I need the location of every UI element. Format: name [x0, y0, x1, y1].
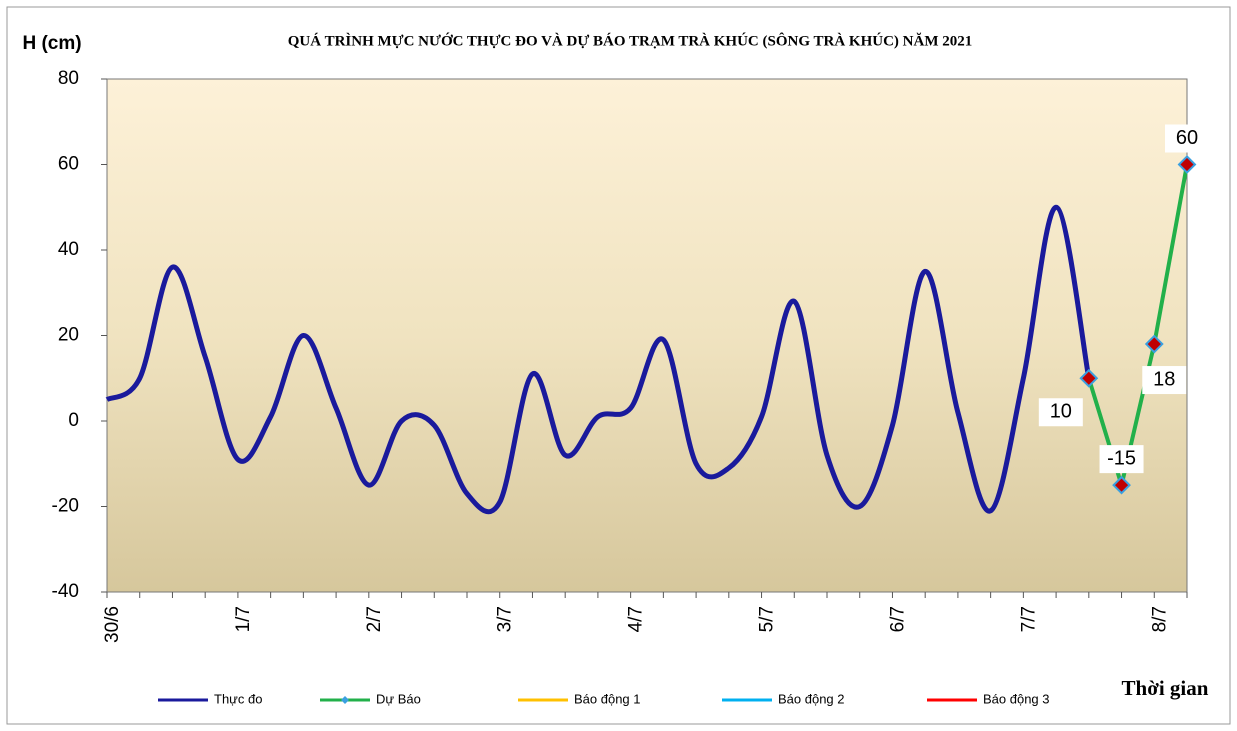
x-tick-label: 7/7: [1018, 606, 1039, 632]
x-tick-label: 5/7: [757, 606, 778, 632]
series-line: [1086, 164, 1189, 488]
x-tick-label: 1/7: [233, 606, 254, 632]
x-tick-label: 30/6: [102, 606, 123, 643]
marker: [1079, 368, 1099, 388]
series-line: [105, 204, 1092, 515]
y-tick-label: 40: [58, 239, 79, 260]
y-tick-label: -20: [52, 496, 79, 517]
data-label: 18: [1153, 368, 1175, 390]
plot-area: [106, 78, 1188, 593]
x-tick-label: 6/7: [887, 606, 908, 632]
y-tick-label: -40: [52, 581, 79, 602]
y-axis-label: H (cm): [22, 33, 81, 54]
data-label-box: [1099, 445, 1144, 474]
data-label-box: [1038, 398, 1083, 427]
x-tick-label: 2/7: [364, 606, 385, 632]
marker: [1144, 334, 1164, 354]
data-label: 10: [1050, 401, 1072, 423]
data-label: 60: [1176, 127, 1198, 149]
legend-label: Báo động 2: [778, 691, 845, 706]
legend-label: Báo động 1: [574, 691, 641, 706]
y-tick-label: 80: [58, 68, 79, 89]
marker: [1177, 155, 1197, 174]
data-label: -15: [1107, 447, 1136, 469]
data-label-box: [1165, 124, 1209, 153]
x-tick-label: 4/7: [626, 606, 647, 632]
legend-label: Dự Báo: [376, 691, 421, 706]
legend-label: Báo động 3: [983, 691, 1050, 706]
y-tick-label: 60: [58, 154, 79, 175]
x-tick-label: 8/7: [1149, 606, 1170, 632]
y-tick-label: 0: [68, 410, 79, 431]
x-tick-label: 3/7: [495, 606, 516, 632]
chart-title: QUÁ TRÌNH MỰC NƯỚC THỰC ĐO VÀ DỰ BÁO TRẠ…: [288, 32, 972, 49]
data-label-box: [1142, 366, 1187, 395]
legend-marker: [341, 696, 349, 704]
legend-label: Thực đo: [214, 691, 262, 706]
marker: [1112, 475, 1131, 495]
x-axis-label: Thời gian: [1122, 676, 1209, 700]
y-tick-label: 20: [58, 325, 79, 346]
